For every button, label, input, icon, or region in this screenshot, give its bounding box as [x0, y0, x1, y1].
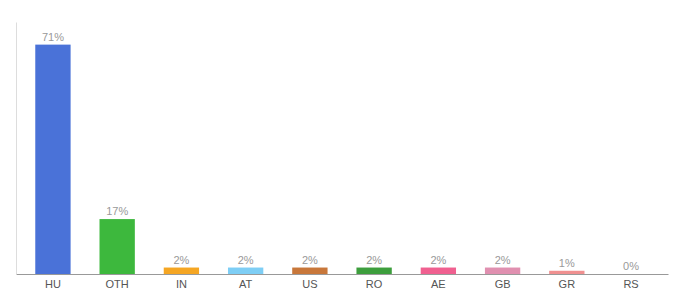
chart-container: HU OTH IN AT US RO AE GB GR RS 71% 17% 2% 2% 2% 2% 2% 2% 1… — [0, 0, 680, 300]
data-label: 2% — [495, 254, 511, 266]
bar — [356, 268, 391, 274]
data-label: 2% — [173, 254, 189, 266]
bar — [421, 268, 456, 274]
bar — [485, 268, 520, 274]
x-tick: GB — [495, 278, 511, 290]
x-tick: AT — [239, 278, 253, 290]
chart-svg: HU OTH IN AT US RO AE GB GR RS 71% 17% 2% 2% 2% 2% 2% 2% 1… — [0, 0, 680, 300]
x-tick: HU — [45, 278, 61, 290]
x-tick-label: IN — [176, 278, 187, 290]
data-label: 1% — [559, 257, 575, 269]
data-label: 2% — [366, 254, 382, 266]
x-tick: AE — [431, 278, 446, 290]
x-tick: OTH — [106, 278, 129, 290]
x-tick: RO — [366, 278, 383, 290]
x-tick-label: RO — [366, 278, 383, 290]
x-tick-label: GR — [559, 278, 576, 290]
bar — [228, 268, 263, 274]
data-labels: 71% 17% 2% 2% 2% 2% 2% 2% 1% 0% — [42, 31, 639, 272]
data-label: 71% — [42, 31, 64, 43]
y-axis-line — [16, 23, 17, 275]
x-tick-label: GB — [495, 278, 511, 290]
x-tick-label: AT — [239, 278, 253, 290]
x-tick: IN — [176, 278, 187, 290]
bar — [292, 268, 327, 274]
y-axis — [16, 23, 17, 275]
data-label: 2% — [302, 254, 318, 266]
data-label: 2% — [238, 254, 254, 266]
x-tick-label: US — [302, 278, 317, 290]
x-tick: GR — [559, 278, 576, 290]
x-tick: RS — [623, 278, 638, 290]
x-tick: US — [302, 278, 317, 290]
bar — [100, 219, 135, 274]
x-tick-label: AE — [431, 278, 446, 290]
bar — [613, 274, 648, 275]
x-axis: HU OTH IN AT US RO AE GB GR RS — [17, 275, 669, 290]
bars — [35, 45, 584, 274]
x-tick-label: RS — [623, 278, 638, 290]
x-tick-label: HU — [45, 278, 61, 290]
x-axis-line — [17, 274, 669, 275]
bar — [549, 271, 584, 274]
data-label: 0% — [623, 260, 639, 272]
bar — [35, 45, 70, 274]
data-label: 2% — [430, 254, 446, 266]
bar — [164, 268, 199, 274]
plot-area: HU OTH IN AT US RO AE GB GR RS 71% 17% 2% 2% 2% 2% 2% 2% 1… — [17, 23, 669, 290]
x-tick-label: OTH — [106, 278, 129, 290]
data-label: 17% — [106, 205, 128, 217]
